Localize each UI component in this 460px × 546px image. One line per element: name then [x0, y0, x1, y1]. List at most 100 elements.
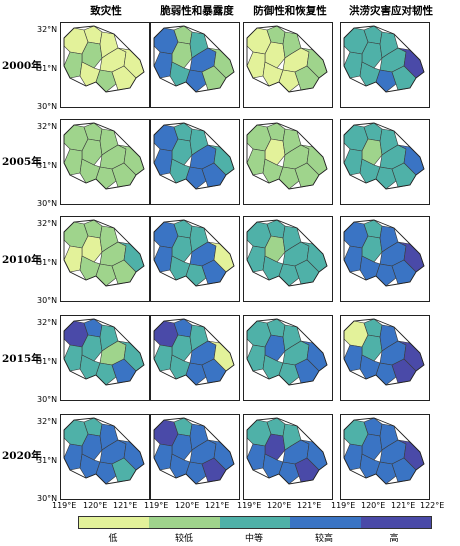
map-panel-2015-defense — [243, 315, 333, 401]
map-outline — [343, 417, 425, 485]
map-panel-2015-vulnerability — [150, 315, 240, 401]
map-outline — [246, 122, 328, 190]
map-region-4 — [63, 443, 83, 471]
map-region-4 — [153, 148, 173, 176]
lat-label-2010-0: 32°N — [37, 219, 58, 228]
map-svg — [246, 219, 328, 287]
lat-label-2000-2: 30°N — [37, 102, 58, 111]
lon-label-122-d: 122°E — [420, 501, 445, 510]
map-frame — [150, 414, 240, 500]
map-outline — [343, 318, 425, 386]
lon-label-119-a: 119°E — [52, 501, 77, 510]
map-svg — [246, 318, 328, 386]
map-outline — [246, 219, 328, 287]
map-panel-2015-hazard — [60, 315, 150, 401]
lat-label-2005-2: 30°N — [37, 199, 58, 208]
map-frame — [243, 119, 333, 205]
lon-label-121-a: 121°E — [113, 501, 138, 510]
map-svg — [343, 122, 425, 190]
map-region-4 — [246, 148, 266, 176]
lat-label-2020-0: 32°N — [37, 417, 58, 426]
map-frame — [243, 414, 333, 500]
map-frame — [243, 315, 333, 401]
map-panel-2005-defense — [243, 119, 333, 205]
map-panel-2005-resilience — [340, 119, 430, 205]
map-region-4 — [343, 344, 363, 372]
map-panel-2015-resilience — [340, 315, 430, 401]
map-panel-2020-hazard — [60, 414, 150, 500]
map-frame — [340, 216, 430, 302]
legend-label-lower: 较低 — [174, 534, 193, 544]
lat-label-2005-1: 31°N — [37, 161, 58, 170]
map-svg — [63, 25, 145, 93]
map-outline — [343, 122, 425, 190]
map-outline — [246, 318, 328, 386]
map-svg — [246, 25, 328, 93]
lat-label-2010-2: 30°N — [37, 296, 58, 305]
map-outline — [63, 417, 145, 485]
column-title-hazard: 致灾性 — [90, 5, 122, 17]
legend-label-medium: 中等 — [244, 534, 263, 544]
map-panel-2005-hazard — [60, 119, 150, 205]
map-svg — [246, 122, 328, 190]
map-frame — [340, 119, 430, 205]
lon-label-121-b: 121°E — [205, 501, 230, 510]
map-svg — [153, 219, 235, 287]
map-region-4 — [63, 51, 83, 79]
lat-label-2000-1: 31°N — [37, 64, 58, 73]
map-region-4 — [153, 51, 173, 79]
map-outline — [153, 318, 235, 386]
map-panel-2005-vulnerability — [150, 119, 240, 205]
map-panel-2000-resilience — [340, 22, 430, 108]
lon-label-119-c: 119°E — [237, 501, 262, 510]
map-svg — [153, 318, 235, 386]
lon-label-120-b: 120°E — [175, 501, 200, 510]
legend-label-higher: 较高 — [314, 534, 333, 544]
lon-label-120-d: 120°E — [361, 501, 386, 510]
lat-label-2015-0: 32°N — [37, 318, 58, 327]
map-region-4 — [343, 148, 363, 176]
map-frame — [150, 119, 240, 205]
map-svg — [63, 417, 145, 485]
map-region-4 — [153, 344, 173, 372]
map-frame — [150, 22, 240, 108]
map-region-4 — [343, 245, 363, 273]
lat-label-2020-1: 31°N — [37, 456, 58, 465]
lon-label-119-d: 119°E — [331, 501, 356, 510]
map-panel-2020-defense — [243, 414, 333, 500]
map-frame — [243, 22, 333, 108]
map-panel-2020-vulnerability — [150, 414, 240, 500]
map-outline — [343, 25, 425, 93]
map-panel-2010-resilience — [340, 216, 430, 302]
lon-label-121-d: 121°E — [391, 501, 416, 510]
map-region-4 — [343, 51, 363, 79]
map-panel-2010-defense — [243, 216, 333, 302]
map-frame — [340, 22, 430, 108]
map-region-4 — [246, 51, 266, 79]
row-label-2010: 2010年 — [2, 254, 42, 266]
legend-colorbar — [78, 516, 432, 529]
map-region-4 — [246, 344, 266, 372]
map-frame — [60, 414, 150, 500]
map-outline — [246, 25, 328, 93]
map-panel-2010-hazard — [60, 216, 150, 302]
lon-label-120-a: 120°E — [83, 501, 108, 510]
map-frame — [60, 119, 150, 205]
map-outline — [153, 219, 235, 287]
map-svg — [63, 318, 145, 386]
map-outline — [63, 122, 145, 190]
map-outline — [153, 417, 235, 485]
map-panel-2020-resilience — [340, 414, 430, 500]
row-label-2005: 2005年 — [2, 156, 42, 168]
map-svg — [153, 25, 235, 93]
map-panel-2000-hazard — [60, 22, 150, 108]
lon-label-120-c: 120°E — [267, 501, 292, 510]
map-outline — [63, 219, 145, 287]
column-title-vulnerability: 脆弱性和暴露度 — [160, 5, 234, 17]
lon-label-121-c: 121°E — [297, 501, 322, 510]
map-svg — [343, 219, 425, 287]
map-svg — [63, 219, 145, 287]
map-svg — [343, 25, 425, 93]
map-outline — [246, 417, 328, 485]
map-svg — [63, 122, 145, 190]
